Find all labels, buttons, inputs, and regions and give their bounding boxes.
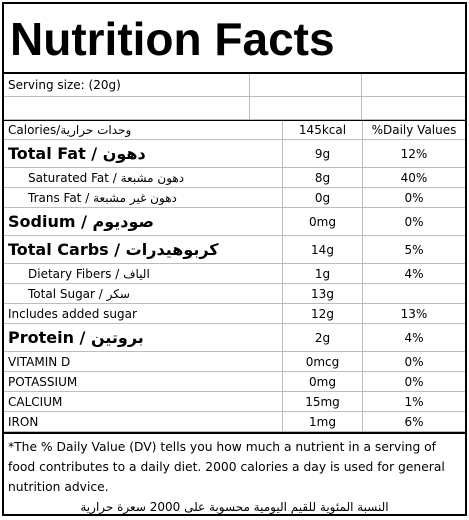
- nutrient-name: POTASSIUM: [4, 372, 283, 391]
- dv-header: %Daily Values: [371, 123, 457, 137]
- nutrient-name: Sodium / صوديوم: [4, 208, 283, 235]
- nutrient-name: Saturated Fat / دهون مشبعة: [4, 168, 283, 187]
- nutrient-dv: 0%: [404, 214, 424, 229]
- nutrient-dv: 12%: [400, 146, 428, 161]
- nutrient-row: POTASSIUM 0mg 0%: [4, 372, 465, 392]
- nutrient-dv: 4%: [404, 266, 424, 281]
- nutrient-amount: 0mg: [283, 372, 363, 391]
- nutrient-row: Includes added sugar 12g 13%: [4, 304, 465, 324]
- nutrient-row: Dietary Fibers / الياف 1g 4%: [4, 264, 465, 284]
- nutrient-amount: 13g: [283, 284, 363, 303]
- cell: [362, 74, 465, 96]
- nutrient-dv: 4%: [404, 330, 424, 345]
- nutrient-row: CALCIUM 15mg 1%: [4, 392, 465, 412]
- nutrient-dv: 6%: [404, 414, 424, 429]
- calories-amount: 145kcal: [283, 121, 363, 139]
- footnote-arabic: النسبة المئوية للقيم اليومية محسوبة على …: [80, 500, 389, 514]
- nutrient-row: Sodium / صوديوم 0mg 0%: [4, 208, 465, 236]
- empty-row: [4, 97, 465, 120]
- nutrient-name: Includes added sugar: [4, 304, 283, 323]
- nutrient-dv: [363, 284, 465, 303]
- nutrient-dv: 13%: [400, 306, 428, 321]
- serving-size: Serving size: (20g): [4, 74, 250, 96]
- nutrient-dv: 0%: [404, 354, 424, 369]
- nutrient-dv: 0%: [404, 190, 424, 205]
- nutrient-dv: 1%: [404, 394, 424, 409]
- nutrient-amount: 14g: [283, 236, 363, 263]
- nutrient-name: Protein / بروتين: [4, 324, 283, 351]
- nutrient-amount: 15mg: [283, 392, 363, 411]
- calories-label: Calories/وحدات حرارية: [4, 121, 283, 139]
- nutrient-amount: 9g: [283, 140, 363, 167]
- serving-row: Serving size: (20g): [4, 74, 465, 97]
- title: Nutrition Facts: [4, 4, 465, 74]
- nutrient-dv: 40%: [400, 170, 428, 185]
- nutrient-amount: 1g: [283, 264, 363, 283]
- nutrient-rows: Total Fat / دهون 9g 12% Saturated Fat / دهو…: [4, 140, 465, 432]
- nutrient-name: VITAMIN D: [4, 352, 283, 371]
- nutrient-row: Trans Fat / دهون غير مشبعة 0g 0%: [4, 188, 465, 208]
- footnote-text: *The % Daily Value (DV) tells you how mu…: [8, 440, 445, 494]
- nutrient-name: Total Fat / دهون: [4, 140, 283, 167]
- cell: [4, 97, 250, 119]
- nutrient-name: CALCIUM: [4, 392, 283, 411]
- nutrient-row: Total Carbs / كربوهيدرات 14g 5%: [4, 236, 465, 264]
- nutrient-amount: 0mcg: [283, 352, 363, 371]
- nutrient-amount: 2g: [283, 324, 363, 351]
- nutrient-row: Total Sugar / سكر 13g: [4, 284, 465, 304]
- nutrient-dv: 0%: [404, 374, 424, 389]
- footnote: *The % Daily Value (DV) tells you how mu…: [4, 432, 465, 520]
- nutrient-name: Total Sugar / سكر: [4, 284, 283, 303]
- nutrient-amount: 1mg: [283, 412, 363, 431]
- nutrient-dv: 5%: [404, 242, 424, 257]
- nutrient-row: VITAMIN D 0mcg 0%: [4, 352, 465, 372]
- nutrient-row: Protein / بروتين 2g 4%: [4, 324, 465, 352]
- nutrient-name: Dietary Fibers / الياف: [4, 264, 283, 283]
- nutrient-row: IRON 1mg 6%: [4, 412, 465, 432]
- nutrient-row: Saturated Fat / دهون مشبعة 8g 40%: [4, 168, 465, 188]
- cell: [362, 97, 465, 119]
- nutrient-name: IRON: [4, 412, 283, 431]
- nutrient-name: Trans Fat / دهون غير مشبعة: [4, 188, 283, 207]
- nutrient-row: Total Fat / دهون 9g 12%: [4, 140, 465, 168]
- nutrient-amount: 12g: [283, 304, 363, 323]
- nutrient-amount: 0g: [283, 188, 363, 207]
- cell: [250, 97, 362, 119]
- cell: [250, 74, 362, 96]
- header-row: Calories/وحدات حرارية 145kcal %Daily Val…: [4, 120, 465, 140]
- nutrient-name: Total Carbs / كربوهيدرات: [4, 236, 283, 263]
- nutrient-amount: 0mg: [283, 208, 363, 235]
- nutrient-amount: 8g: [283, 168, 363, 187]
